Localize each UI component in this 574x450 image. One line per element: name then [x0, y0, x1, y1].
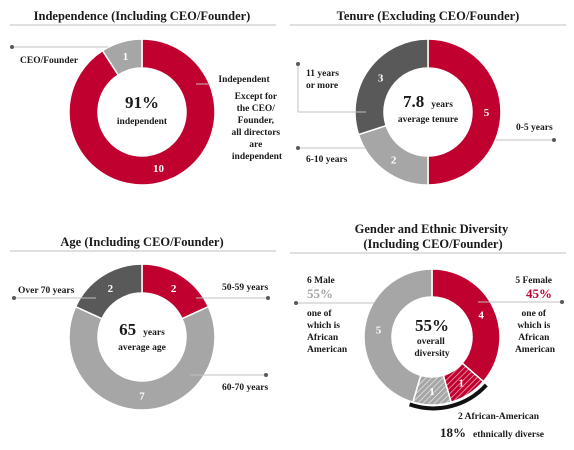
label-male-count: 6 Male	[307, 276, 335, 286]
age-donut: 2 7 2	[68, 263, 216, 411]
segment-value-label: 1	[458, 377, 464, 389]
segment-value-label: 5	[484, 107, 490, 119]
age-center: 65 years	[119, 320, 165, 339]
segment-value-label: 1	[123, 51, 129, 63]
tenure-center: 7.8 years	[403, 92, 453, 111]
segment-value-label: 2	[171, 283, 177, 295]
diversity-center-value: 55%	[415, 316, 449, 335]
african-american-bracket	[408, 383, 488, 411]
female-note: one of which is African American	[515, 309, 556, 355]
independence-note-line: the CEO/	[237, 104, 276, 114]
leader-dot-over70	[12, 296, 16, 300]
diversity-center-label: overall diversity	[414, 337, 450, 359]
tenure-title: Tenure (Excluding CEO/Founder)	[337, 9, 520, 23]
ethnic-label: ethnically diverse	[473, 430, 544, 440]
independence-chart: Independence (Including CEO/Founder) 101…	[10, 9, 283, 186]
donut-segment	[101, 38, 143, 77]
independence-note: Except for the CEO/ Founder, all directo…	[231, 92, 282, 162]
donut-segment	[74, 263, 143, 320]
label-african-american: 2 African-American	[458, 412, 540, 422]
label-female-pct: 45%	[526, 286, 552, 301]
female-note-line: which is	[517, 321, 550, 331]
diversity-title-line: (Including CEO/Founder)	[363, 237, 502, 251]
diversity-chart: Gender and Ethnic Diversity (Including C…	[290, 222, 566, 441]
label-50-59: 50-59 years	[222, 283, 268, 293]
label-11plus: 11 years or more	[306, 69, 341, 91]
male-note-line: one of	[307, 309, 332, 319]
independence-center-label: independent	[117, 117, 168, 127]
diversity-title-line: Gender and Ethnic Diversity	[355, 222, 509, 236]
leader-dot-0-5	[552, 138, 556, 142]
label-11plus-line: or more	[306, 81, 338, 91]
male-note-line: African	[307, 333, 339, 343]
age-center-label: average age	[118, 343, 166, 353]
segment-value-label: 10	[153, 163, 165, 175]
female-note-line: American	[515, 345, 556, 355]
independence-center-value: 91%	[125, 93, 159, 112]
independence-title: Independence (Including CEO/Founder)	[34, 9, 251, 23]
label-over70: Over 70 years	[18, 286, 75, 296]
tenure-donut: 5 2 3	[354, 38, 502, 186]
leader-dot-60-70	[264, 373, 268, 377]
female-note-line: African	[518, 333, 550, 343]
age-title: Age (Including CEO/Founder)	[60, 235, 223, 249]
tenure-chart: Tenure (Excluding CEO/Founder) 5 2 3 7.8 y…	[290, 9, 566, 186]
diversity-title: Gender and Ethnic Diversity (Including C…	[355, 222, 512, 251]
male-note-line: which is	[307, 321, 340, 331]
label-male-pct: 55%	[307, 286, 333, 301]
segment-value-label: 2	[391, 154, 397, 166]
diversity-center-label-line: diversity	[414, 349, 450, 359]
age-center-unit: years	[143, 328, 165, 338]
donut-segment	[431, 268, 501, 383]
donut-segment	[354, 38, 429, 136]
independence-donut: 10 1	[68, 38, 216, 186]
independence-note-line: are	[249, 140, 262, 150]
donut-segment	[68, 38, 216, 186]
leader-dot-50-59	[266, 296, 270, 300]
leader-dot-female	[560, 300, 564, 304]
segment-value-label: 5	[376, 324, 382, 336]
diversity-center-label-line: overall	[417, 337, 445, 347]
ethnic-diversity-line: 18% ethnically diverse	[440, 424, 544, 441]
donut-segment	[427, 38, 502, 186]
age-chart: Age (Including CEO/Founder) 2 7 2 65 years…	[10, 235, 276, 411]
age-center-value: 65	[119, 320, 136, 339]
label-60-70: 60-70 years	[222, 383, 268, 393]
label-female-count: 5 Female	[515, 276, 552, 286]
donut-segment	[363, 268, 433, 404]
leader-dot-6-10	[296, 146, 300, 150]
female-note-line: one of	[522, 309, 547, 319]
tenure-center-unit: years	[431, 100, 453, 110]
independence-note-line: all directors	[231, 128, 280, 138]
label-founder: CEO/Founder	[20, 56, 79, 66]
male-note-line: American	[307, 345, 348, 355]
independence-note-line: Except for	[235, 92, 278, 102]
leader-dot-founder	[10, 45, 14, 49]
segment-value-label: 7	[139, 391, 145, 403]
label-11plus-line: 11 years	[306, 69, 339, 79]
independence-note-line: independent	[232, 152, 283, 162]
leader-dot-11plus	[296, 62, 300, 66]
tenure-center-value: 7.8	[403, 92, 424, 111]
segment-value-label: 4	[478, 310, 484, 322]
segment-value-label: 3	[378, 73, 384, 85]
label-independent: Independent	[218, 75, 270, 85]
leader-dot-male	[294, 301, 298, 305]
label-0-5: 0-5 years	[516, 123, 553, 133]
ethnic-pct: 18%	[440, 425, 466, 440]
male-note: one of which is African American	[307, 309, 348, 355]
independence-note-line: Founder,	[238, 116, 275, 126]
diversity-donut: 4 1 1 5	[363, 268, 501, 406]
segment-value-label: 2	[108, 283, 114, 295]
tenure-center-label: average tenure	[398, 115, 458, 125]
segment-value-label: 1	[429, 386, 435, 398]
label-6-10: 6-10 years	[306, 155, 348, 165]
donut-segment	[68, 305, 216, 411]
